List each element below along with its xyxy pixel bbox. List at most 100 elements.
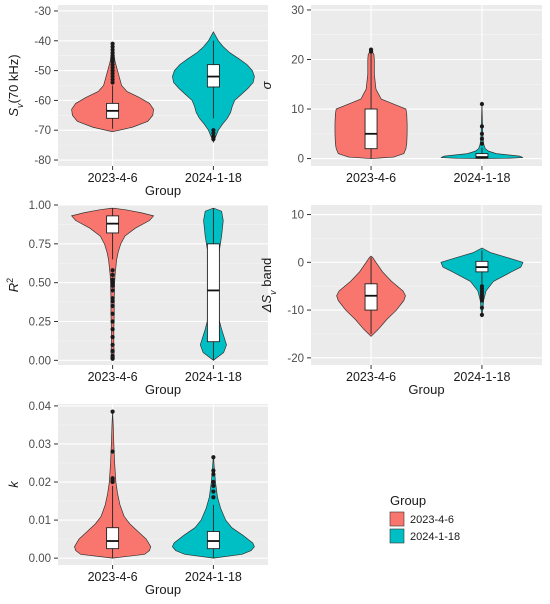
outlier-point xyxy=(110,353,115,358)
y-tick-label: 0 xyxy=(298,154,304,166)
outlier-point xyxy=(479,136,485,141)
outlier-point xyxy=(479,312,485,317)
outlier-point xyxy=(110,283,115,288)
y-tick-label: 0.04 xyxy=(29,401,52,413)
outlier-point xyxy=(110,71,115,76)
y-tick-label: 10 xyxy=(291,210,304,222)
outlier-point xyxy=(110,476,115,481)
legend-label-2024-1-18: 2024-1-18 xyxy=(410,531,460,543)
panel-r2: 0.00 0.25 0.50 0.75 1.00 2023-4-6 2024-1-18 Gro… xyxy=(5,200,268,397)
outlier-point xyxy=(110,65,115,70)
y-tick-label: -60 xyxy=(34,95,51,107)
outlier-point xyxy=(110,56,115,61)
box-2024-1-18 xyxy=(206,243,220,343)
outlier-point xyxy=(110,449,115,454)
outlier-point xyxy=(110,288,115,293)
panel-k: 0.00 0.01 0.02 0.03 0.04 2023-4-6 2024-1-18 Gro… xyxy=(6,401,268,597)
x-tick-label: 2023-4-6 xyxy=(88,570,138,584)
outlier-point xyxy=(110,280,115,285)
outlier-point xyxy=(110,74,115,79)
x-tick-label: 2024-1-18 xyxy=(185,370,242,384)
outlier-point xyxy=(110,44,115,49)
x-axis-title: Group xyxy=(145,183,181,198)
box-2024-1-18 xyxy=(475,153,489,159)
y-axis-title: σ xyxy=(259,80,274,89)
legend-swatch-2024-1-18 xyxy=(389,528,405,544)
legend: Group 2023-4-6 2024-1-18 xyxy=(389,493,460,544)
y-tick-label: 0.50 xyxy=(29,278,51,290)
outlier-point xyxy=(211,134,216,139)
violin-2024-1-18 xyxy=(440,101,524,159)
outlier-point xyxy=(110,311,115,316)
y-axis-title: ΔSv band xyxy=(259,258,278,313)
outlier-point xyxy=(211,128,216,133)
outlier-point xyxy=(110,319,115,324)
x-tick-label: 2023-4-6 xyxy=(346,370,396,384)
outlier-point xyxy=(211,137,216,142)
y-tick-label: 20 xyxy=(291,54,304,66)
y-tick-label: -30 xyxy=(34,6,51,18)
outlier-point xyxy=(211,472,216,477)
box-2023-4-6 xyxy=(364,283,378,311)
y-tick-label: -80 xyxy=(34,155,51,167)
outlier-point xyxy=(211,489,216,494)
box-2023-4-6 xyxy=(106,527,120,550)
x-axis-title: Group xyxy=(145,382,181,397)
outlier-point xyxy=(110,409,115,414)
outlier-point xyxy=(110,268,115,273)
box-2024-1-18 xyxy=(206,531,220,550)
x-tick-label: 2023-4-6 xyxy=(346,171,396,185)
y-tick-label: -40 xyxy=(34,36,51,48)
outlier-point xyxy=(110,77,115,82)
outlier-point xyxy=(110,296,115,301)
outlier-point xyxy=(479,141,485,146)
outlier-point xyxy=(110,277,115,282)
outlier-point xyxy=(211,483,216,488)
x-axis-title: Group xyxy=(408,382,444,397)
legend-swatch-2023-4-6 xyxy=(389,511,405,527)
outlier-point xyxy=(479,298,485,303)
legend-label-2023-4-6: 2023-4-6 xyxy=(410,514,454,526)
y-tick-label: 0.02 xyxy=(29,477,51,489)
outlier-point xyxy=(479,305,485,310)
outlier-point xyxy=(110,348,115,354)
panel-background xyxy=(58,205,268,365)
outlier-point xyxy=(110,62,115,67)
x-axis-title: Group xyxy=(145,582,181,597)
outlier-point xyxy=(479,131,485,136)
outlier-point xyxy=(211,468,216,473)
y-tick-label: 0.00 xyxy=(29,355,51,367)
y-tick-label: -10 xyxy=(287,305,304,317)
y-tick-label: 0.25 xyxy=(29,317,51,329)
y-tick-label: 0.75 xyxy=(29,239,51,251)
outlier-point xyxy=(211,131,216,136)
panel-sigma: 0 10 20 30 2023-4-6 2024-1-18 σ xyxy=(259,5,542,185)
y-tick-label: 10 xyxy=(291,104,304,116)
y-tick-label: -70 xyxy=(34,125,51,137)
outlier-point xyxy=(110,59,115,64)
outlier-point xyxy=(211,479,216,485)
y-axis-title: Sv(70 kHz) xyxy=(6,54,25,116)
outlier-point xyxy=(110,41,115,46)
x-tick-label: 2024-1-18 xyxy=(185,171,242,185)
outlier-point xyxy=(110,299,115,304)
y-tick-label: 0 xyxy=(298,257,304,269)
outlier-point xyxy=(368,47,374,52)
panel-background xyxy=(311,205,542,365)
y-tick-label: 0.00 xyxy=(29,553,51,565)
outlier-point xyxy=(110,327,115,332)
outlier-point xyxy=(211,455,216,460)
outlier-point xyxy=(110,53,115,58)
outlier-point xyxy=(110,272,115,278)
outlier-point xyxy=(211,495,216,500)
x-tick-label: 2024-1-18 xyxy=(185,570,242,584)
outlier-point xyxy=(110,303,115,309)
x-tick-label: 2024-1-18 xyxy=(453,370,510,384)
panel-dsv: 10 0 -10 -20 2023-4-6 2024-1-18 Group ΔSv band xyxy=(259,205,542,397)
y-tick-label: 0.01 xyxy=(29,515,51,527)
outlier-point xyxy=(110,342,115,347)
y-tick-label: 30 xyxy=(291,5,304,17)
y-axis-title: k xyxy=(6,480,21,488)
x-tick-label: 2024-1-18 xyxy=(453,171,510,185)
